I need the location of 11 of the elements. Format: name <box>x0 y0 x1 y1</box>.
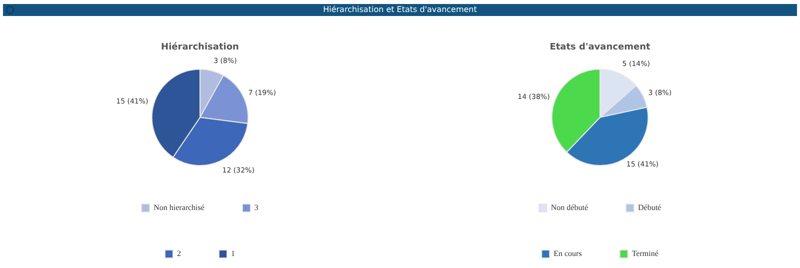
legend-label: Débuté <box>638 203 662 212</box>
text: Hiérarchisation et Etats d'avancement <box>323 5 477 14</box>
legend-label: 2 <box>177 249 181 258</box>
legend-label: En cours <box>554 249 582 258</box>
legend-label: Non débuté <box>550 203 588 212</box>
legend-label: 3 <box>254 203 258 212</box>
chart-title: Etats d'avancement <box>550 42 651 53</box>
legend-label: Non hierarchisé <box>154 203 205 212</box>
chart-title: Hiérarchisation <box>161 42 239 53</box>
legend-label: 1 <box>231 249 235 258</box>
legend-label: Terminé <box>632 249 659 258</box>
